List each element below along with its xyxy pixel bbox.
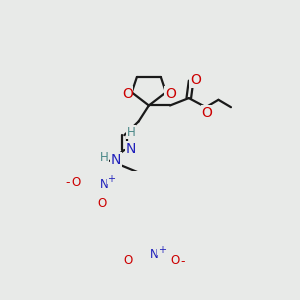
Text: N: N [150, 248, 159, 261]
Text: +: + [158, 245, 166, 255]
Text: N: N [100, 178, 109, 191]
Text: N: N [126, 142, 136, 156]
Text: -: - [66, 176, 70, 189]
Text: N: N [111, 153, 121, 167]
Text: O: O [123, 254, 132, 267]
Text: -: - [180, 255, 185, 268]
Text: O: O [190, 73, 201, 87]
Text: O: O [202, 106, 212, 120]
Text: O: O [98, 197, 107, 210]
Text: H: H [127, 126, 136, 139]
Text: O: O [71, 176, 81, 189]
Text: O: O [170, 254, 179, 267]
Text: O: O [165, 86, 176, 100]
Text: O: O [122, 86, 133, 100]
Text: +: + [107, 174, 116, 184]
Text: H: H [100, 152, 109, 164]
